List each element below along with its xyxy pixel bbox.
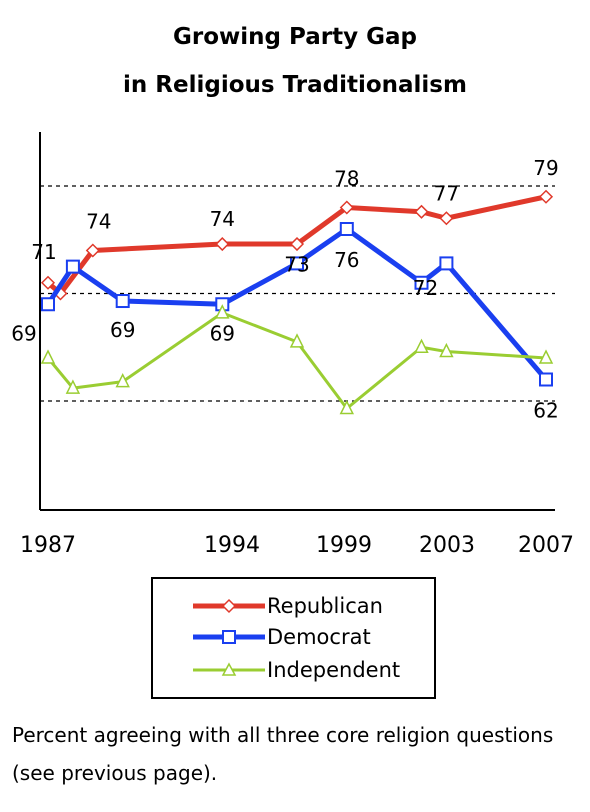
data-point-republican-8 [538, 189, 554, 204]
data-point-republican-7 [439, 211, 454, 226]
data-label-0: 71 [31, 240, 56, 264]
data-point-republican-3 [215, 236, 230, 252]
x-tick-label-2007: 2007 [518, 533, 574, 558]
x-tick-label-2003: 2003 [419, 533, 475, 558]
data-label-10: 76 [334, 248, 359, 272]
data-point-democrat-4 [290, 256, 304, 271]
data-point-republican-5 [339, 200, 354, 215]
data-label-11: 72 [413, 276, 438, 300]
data-point-independent-3 [215, 304, 230, 319]
legend-swatch-republican [193, 598, 265, 614]
data-label-12: 62 [533, 399, 558, 423]
data-point-democrat-7 [439, 256, 454, 271]
legend: Republican Democrat Independent [151, 577, 436, 699]
data-point-republican-0 [40, 275, 56, 290]
data-point-republican-4 [289, 236, 305, 252]
data-label-8: 69 [210, 321, 235, 345]
data-label-1: 74 [86, 210, 111, 234]
chart-title-line-1: Growing Party Gap [173, 24, 417, 50]
data-point-independent-5 [339, 399, 355, 415]
legend-label-independent: Independent [267, 658, 401, 682]
legend-item-democrat: Democrat [193, 622, 371, 652]
data-point-democrat-0 [41, 297, 55, 312]
data-point-independent-6 [414, 338, 429, 353]
data-point-independent-7 [439, 342, 454, 358]
data-point-independent-0 [40, 349, 56, 364]
chart-title-line-2: in Religious Traditionalism [123, 72, 467, 98]
data-point-independent-1 [65, 379, 81, 394]
legend-item-republican: Republican [193, 591, 383, 621]
data-label-6: 69 [11, 321, 36, 345]
data-point-democrat-6 [414, 275, 429, 290]
x-tick-label-1999: 1999 [316, 533, 372, 558]
legend-item-independent: Independent [193, 655, 400, 685]
data-point-democrat-1 [65, 259, 80, 274]
x-tick-label-1994: 1994 [204, 533, 260, 558]
series-lines [40, 189, 554, 415]
data-label-3: 78 [334, 167, 359, 191]
legend-swatch-democrat [193, 630, 265, 644]
data-label-4: 77 [434, 181, 459, 205]
data-point-democrat-2 [115, 294, 130, 309]
data-label-9: 73 [284, 252, 309, 276]
gridlines [40, 185, 555, 402]
data-point-independent-8 [538, 349, 554, 364]
data-point-republican-2 [85, 243, 100, 258]
data-point-democrat-8 [539, 372, 553, 387]
data-point-democrat-5 [339, 222, 354, 236]
legend-label-republican: Republican [267, 594, 383, 618]
chart-footnote: Percent agreeing with all three core rel… [12, 723, 554, 785]
data-label-2: 74 [210, 207, 235, 231]
x-tick-labels: 1987 1994 1999 2003 2007 [20, 533, 574, 558]
data-label-7: 69 [110, 318, 135, 342]
data-point-independent-2 [115, 372, 130, 388]
data-label-5: 79 [533, 156, 558, 180]
legend-swatch-independent [193, 662, 265, 676]
legend-label-democrat: Democrat [267, 625, 371, 649]
x-tick-label-1987: 1987 [20, 533, 76, 558]
data-labels: 71 74 74 78 77 79 69 69 69 73 76 72 62 [11, 156, 558, 423]
data-point-independent-4 [289, 333, 305, 348]
data-point-republican-6 [414, 204, 429, 219]
line-chart: 71 74 74 78 77 79 69 69 69 73 76 72 62 1987 1994 1999 2… [11, 132, 574, 558]
